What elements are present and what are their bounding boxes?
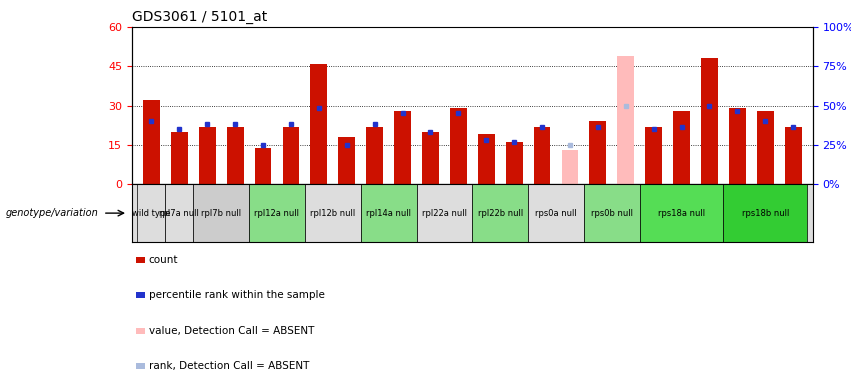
Bar	[450, 108, 466, 184]
Bar	[199, 127, 215, 184]
Bar	[584, 184, 640, 242]
Bar	[311, 64, 328, 184]
Text: rps0a null: rps0a null	[535, 209, 577, 218]
Bar	[249, 184, 305, 242]
Bar	[361, 184, 416, 242]
Text: count: count	[149, 255, 178, 265]
Bar	[701, 58, 718, 184]
Bar	[366, 127, 383, 184]
Bar	[193, 184, 249, 242]
Bar	[617, 56, 634, 184]
Bar	[135, 328, 145, 334]
Bar	[135, 257, 145, 263]
Bar	[785, 127, 802, 184]
Text: rpl7b null: rpl7b null	[201, 209, 241, 218]
Bar	[394, 111, 411, 184]
Text: rank, Detection Call = ABSENT: rank, Detection Call = ABSENT	[149, 361, 309, 371]
Bar	[135, 292, 145, 298]
Bar	[505, 142, 523, 184]
Bar	[135, 363, 145, 369]
Bar	[723, 184, 807, 242]
Text: rps18a null: rps18a null	[658, 209, 705, 218]
Text: GDS3061 / 5101_at: GDS3061 / 5101_at	[132, 10, 267, 25]
Bar	[534, 127, 551, 184]
Bar	[645, 127, 662, 184]
Bar	[757, 111, 774, 184]
Bar	[472, 184, 528, 242]
Text: rpl22b null: rpl22b null	[477, 209, 523, 218]
Bar	[171, 132, 188, 184]
Bar	[729, 108, 745, 184]
Text: genotype/variation: genotype/variation	[5, 208, 98, 218]
Text: rps18b null: rps18b null	[741, 209, 789, 218]
Text: percentile rank within the sample: percentile rank within the sample	[149, 290, 324, 300]
Text: rps0b null: rps0b null	[591, 209, 633, 218]
Bar	[283, 127, 300, 184]
Text: value, Detection Call = ABSENT: value, Detection Call = ABSENT	[149, 326, 314, 336]
Bar	[422, 132, 439, 184]
Bar	[305, 184, 361, 242]
Bar	[673, 111, 690, 184]
Bar	[165, 184, 193, 242]
Bar	[640, 184, 723, 242]
Text: rpl12b null: rpl12b null	[310, 209, 356, 218]
Bar	[339, 137, 355, 184]
Bar	[226, 127, 243, 184]
Bar	[478, 134, 494, 184]
Text: rpl12a null: rpl12a null	[254, 209, 300, 218]
Bar	[528, 184, 584, 242]
Bar	[562, 150, 579, 184]
Bar	[254, 147, 271, 184]
Text: rpl22a null: rpl22a null	[422, 209, 467, 218]
Text: wild type: wild type	[132, 209, 171, 218]
Text: rpl14a null: rpl14a null	[366, 209, 411, 218]
Text: rpl7a null: rpl7a null	[159, 209, 199, 218]
Bar	[416, 184, 472, 242]
Bar	[590, 121, 606, 184]
Bar	[143, 100, 160, 184]
Bar	[138, 184, 165, 242]
